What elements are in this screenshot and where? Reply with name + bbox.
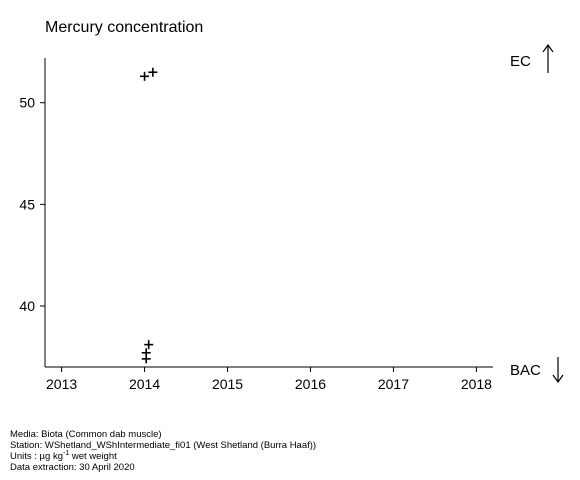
footer-media: Media: Biota (Common dab muscle) [10,429,162,440]
data-points [140,67,158,364]
x-tick-label-2014: 2014 [129,376,160,392]
x-tick-label-2015: 2015 [212,376,243,392]
y-tick-label-50: 50 [19,95,35,111]
footer-station: Station: WShetland_WShIntermediate_fi01 … [10,440,317,451]
axes [44,58,493,368]
data-point-0-4 [141,354,151,364]
footer-extraction: Data extraction: 30 April 2020 [10,462,135,473]
data-point-0-0 [140,71,150,81]
data-point-0-2 [144,340,154,350]
x-tick-label-2018: 2018 [461,376,492,392]
data-point-0-1 [148,67,158,77]
ref-label-bac: BAC [510,362,541,379]
footer-units: Units : µg kg-1 wet weight [10,450,117,462]
y-tick-label-45: 45 [19,196,35,212]
chart-footer: Media: Biota (Common dab muscle) Station… [10,429,316,473]
ref-arrow-ec-icon [542,43,554,73]
x-tick-label-2016: 2016 [295,376,326,392]
ref-label-ec: EC [510,53,531,70]
reference-labels: EC BAC [510,43,564,384]
tick-marks: 2013 2014 2015 2016 2017 2018 40 45 50 [19,95,492,392]
ref-arrow-bac-icon [552,357,564,384]
chart-title: Mercury concentration [45,19,204,36]
y-tick-label-40: 40 [19,298,35,314]
x-tick-label-2017: 2017 [378,376,409,392]
x-tick-label-2013: 2013 [46,376,77,392]
